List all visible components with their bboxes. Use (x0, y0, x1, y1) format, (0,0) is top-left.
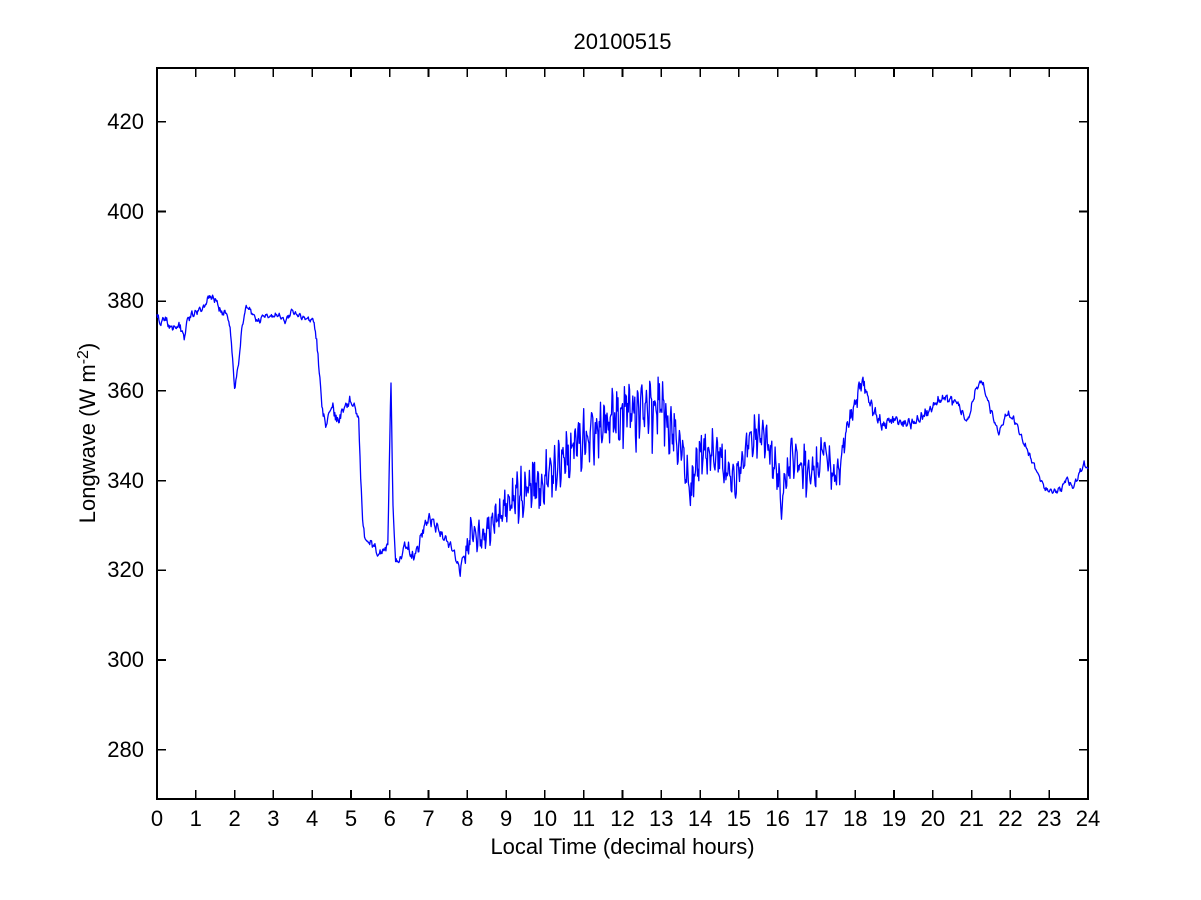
x-tick-label: 14 (687, 806, 713, 831)
x-tick-label: 10 (532, 806, 558, 831)
x-tick-label: 22 (998, 806, 1023, 831)
x-tick-label: 5 (344, 806, 358, 831)
y-tick-label: 420 (107, 108, 144, 134)
x-tick-label: 15 (726, 806, 752, 831)
longwave-irradiance-line (156, 294, 1089, 577)
y-tick-label: 300 (107, 646, 144, 672)
chart-title: 20100515 (573, 29, 672, 54)
x-tick-label: 2 (228, 806, 241, 831)
x-tick-label: 24 (1075, 806, 1101, 831)
axes-box (156, 67, 1089, 800)
x-tick-label: 16 (765, 806, 790, 831)
x-tick-label: 18 (843, 806, 868, 831)
y-tick-label: 400 (107, 198, 144, 224)
x-tick-label: 13 (649, 806, 674, 831)
x-tick-label: 8 (461, 806, 474, 831)
x-tick-label: 23 (1036, 806, 1062, 831)
x-tick-label: 19 (881, 806, 907, 831)
y-tick-label: 320 (107, 557, 144, 583)
x-tick-label: 9 (500, 806, 513, 831)
y-tick-label: 360 (107, 377, 144, 403)
y-tick-label: 380 (107, 288, 144, 314)
x-tick-label: 17 (804, 806, 829, 831)
x-tick-label: 0 (150, 806, 164, 831)
x-tick-label: 12 (610, 806, 635, 831)
x-tick-label: 7 (422, 806, 435, 831)
x-tick-label: 1 (189, 806, 202, 831)
x-tick-label: 20 (920, 806, 946, 831)
x-tick-label: 21 (959, 806, 984, 831)
y-tick-label: 280 (107, 736, 144, 762)
x-tick-label: 6 (383, 806, 396, 831)
x-tick-label: 3 (267, 806, 280, 831)
x-tick-label: 11 (572, 806, 596, 831)
x-tick-label: 4 (306, 806, 319, 831)
x-axis-label: Local Time (decimal hours) (490, 834, 755, 859)
y-tick-label: 340 (107, 467, 144, 493)
